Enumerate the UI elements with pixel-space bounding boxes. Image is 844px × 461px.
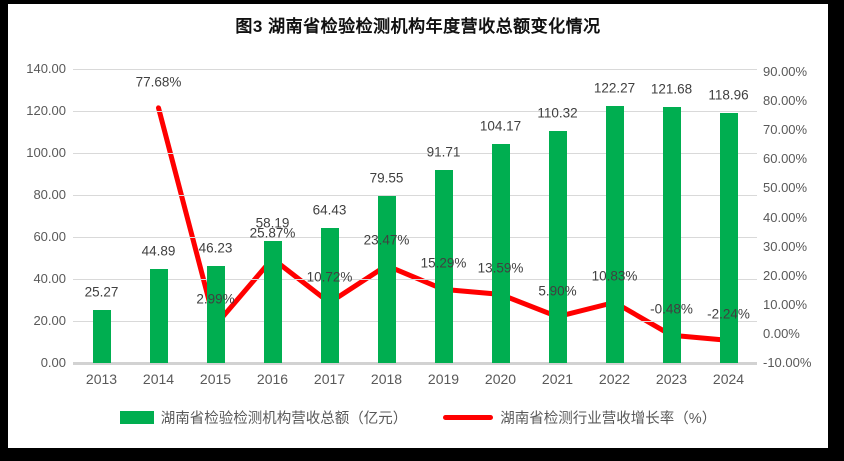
legend: 湖南省检验检测机构营收总额（亿元） 湖南省检测行业营收增长率（%） bbox=[8, 407, 828, 428]
legend-bar-label: 湖南省检验检测机构营收总额（亿元） bbox=[160, 411, 408, 427]
chart-title: 图3 湖南省检验检测机构年度营收总额变化情况 bbox=[235, 17, 601, 36]
legend-bar-swatch bbox=[119, 411, 154, 424]
chart-canvas bbox=[8, 4, 828, 448]
legend-line-label: 湖南省检测行业营收增长率（%） bbox=[500, 411, 717, 427]
legend-line-swatch bbox=[443, 415, 494, 420]
